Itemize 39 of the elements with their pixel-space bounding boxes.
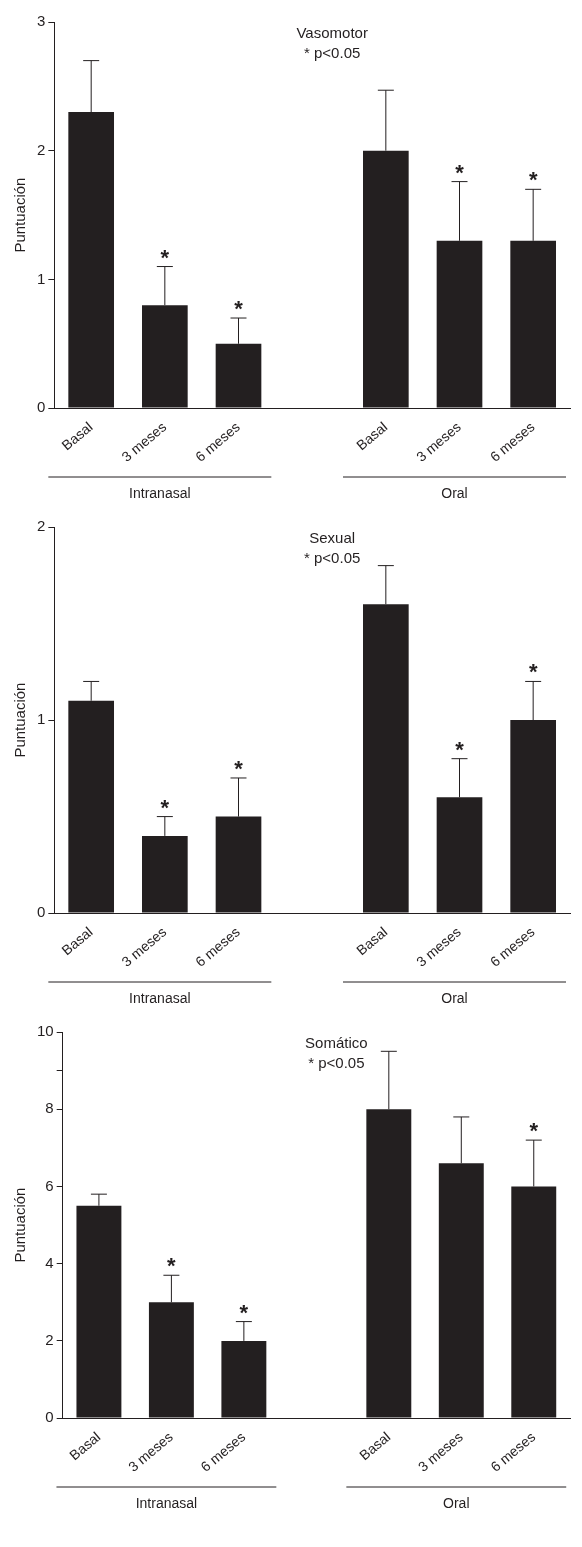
text: Intranasal — [135, 1494, 198, 1511]
data-label: * — [455, 736, 465, 762]
y-tick-label: 6 — [45, 1176, 54, 1194]
y-tick-label: 10 — [37, 1022, 54, 1040]
y-tick-label: 3 — [37, 12, 46, 30]
data-label: * — [234, 296, 244, 322]
data-label: * — [239, 1299, 249, 1325]
data-label: * — [167, 1253, 177, 1279]
y-tick-label: 2 — [37, 517, 46, 535]
data-label: * — [528, 659, 538, 685]
y-axis-title: Puntuación — [11, 682, 29, 758]
text: * p<0.05 — [304, 43, 361, 61]
data-label: * — [528, 167, 538, 193]
text: Oral — [441, 989, 468, 1006]
y-tick-label: 1 — [37, 269, 46, 287]
y-tick-label: 8 — [45, 1099, 54, 1117]
y-tick-label: 0 — [37, 398, 46, 416]
data-label: * — [234, 755, 244, 781]
y-tick-label: 4 — [45, 1253, 54, 1271]
chart-title: Sexual — [309, 528, 356, 546]
y-tick-label: 0 — [37, 903, 46, 921]
data-label: * — [160, 794, 170, 820]
y-tick-label: 0 — [45, 1408, 54, 1426]
text: * p<0.05 — [304, 548, 361, 566]
text: Intranasal — [129, 484, 191, 501]
y-tick-label: 2 — [45, 1331, 54, 1349]
text: Oral — [441, 484, 468, 501]
data-label: * — [455, 159, 465, 185]
data-label: * — [160, 244, 170, 270]
chart-title: Somático — [305, 1033, 368, 1051]
text: Intranasal — [129, 989, 191, 1006]
y-tick-label: 2 — [37, 140, 46, 158]
text: Oral — [443, 1494, 470, 1511]
chart-title: Vasomotor — [296, 23, 368, 41]
y-axis-title: Puntuación — [11, 1187, 29, 1263]
y-tick-label: 1 — [37, 710, 46, 728]
y-axis-title: Puntuación — [11, 177, 29, 253]
text: * p<0.05 — [308, 1053, 365, 1071]
data-label: * — [529, 1118, 539, 1144]
